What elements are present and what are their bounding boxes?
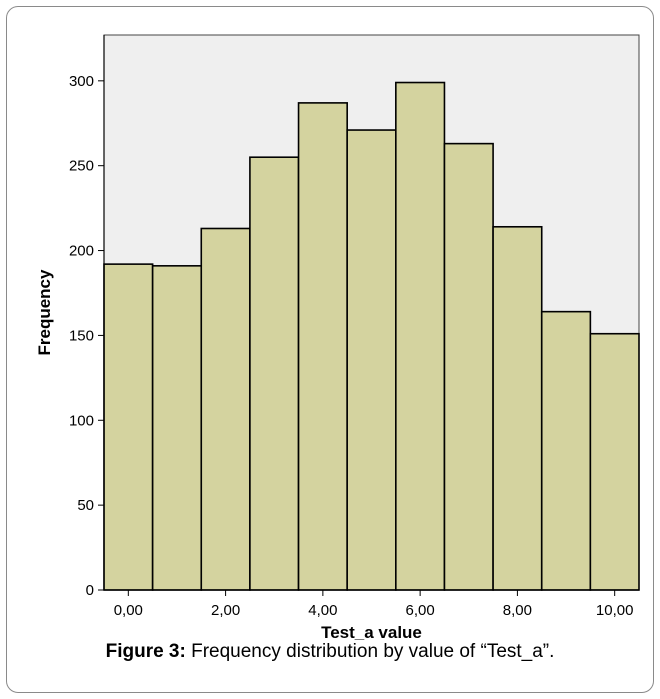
histogram-bar-4 bbox=[297, 102, 348, 591]
y-axis-ticks: 0 50 100 150 200 250 300 bbox=[69, 73, 104, 599]
x-tick-label-0: 0,00 bbox=[114, 602, 143, 619]
y-axis-title: Frequency bbox=[35, 269, 54, 356]
histogram-bar-10 bbox=[589, 332, 640, 591]
histogram-bar-7 bbox=[443, 142, 494, 591]
x-axis-title: Test_a value bbox=[321, 623, 422, 640]
histogram-bar-3 bbox=[249, 156, 300, 591]
histogram-bar-2 bbox=[200, 227, 251, 591]
histogram-bar-1 bbox=[151, 265, 203, 591]
y-tick-label-1: 50 bbox=[77, 497, 94, 514]
histogram-bar-8 bbox=[492, 225, 543, 591]
histogram-bar-6 bbox=[395, 81, 446, 591]
histogram-chart: 0 50 100 150 200 250 300 0,00 2,00 4,00 6,00 8,00 1… bbox=[35, 34, 640, 640]
y-tick-label-6: 300 bbox=[69, 73, 94, 90]
y-tick-label-5: 250 bbox=[69, 158, 94, 175]
caption-text: Frequency distribution by value of “Test… bbox=[185, 641, 555, 662]
plot-area: 0 50 100 150 200 250 300 0,00 2,00 4,00 6,00 8,00 1… bbox=[69, 34, 640, 619]
x-tick-label-3: 6,00 bbox=[406, 602, 435, 619]
histogram-bar-5 bbox=[346, 129, 397, 591]
y-tick-label-0: 0 bbox=[86, 582, 94, 599]
x-tick-label-5: 10,00 bbox=[596, 602, 634, 619]
x-axis-ticks: 0,00 2,00 4,00 6,00 8,00 10,00 bbox=[114, 590, 634, 619]
x-tick-label-1: 2,00 bbox=[211, 602, 240, 619]
y-tick-label-4: 200 bbox=[69, 243, 94, 260]
y-tick-label-2: 100 bbox=[69, 412, 94, 429]
caption-label: Figure 3: bbox=[105, 641, 186, 662]
x-tick-label-2: 4,00 bbox=[308, 602, 337, 619]
histogram-bar-9 bbox=[540, 310, 592, 591]
y-tick-label-3: 150 bbox=[69, 327, 94, 344]
histogram-bar-0 bbox=[103, 263, 154, 591]
figure-caption: Figure 3: Frequency distribution by valu… bbox=[0, 641, 660, 663]
histogram-bars bbox=[103, 81, 640, 591]
x-tick-label-4: 8,00 bbox=[503, 602, 532, 619]
